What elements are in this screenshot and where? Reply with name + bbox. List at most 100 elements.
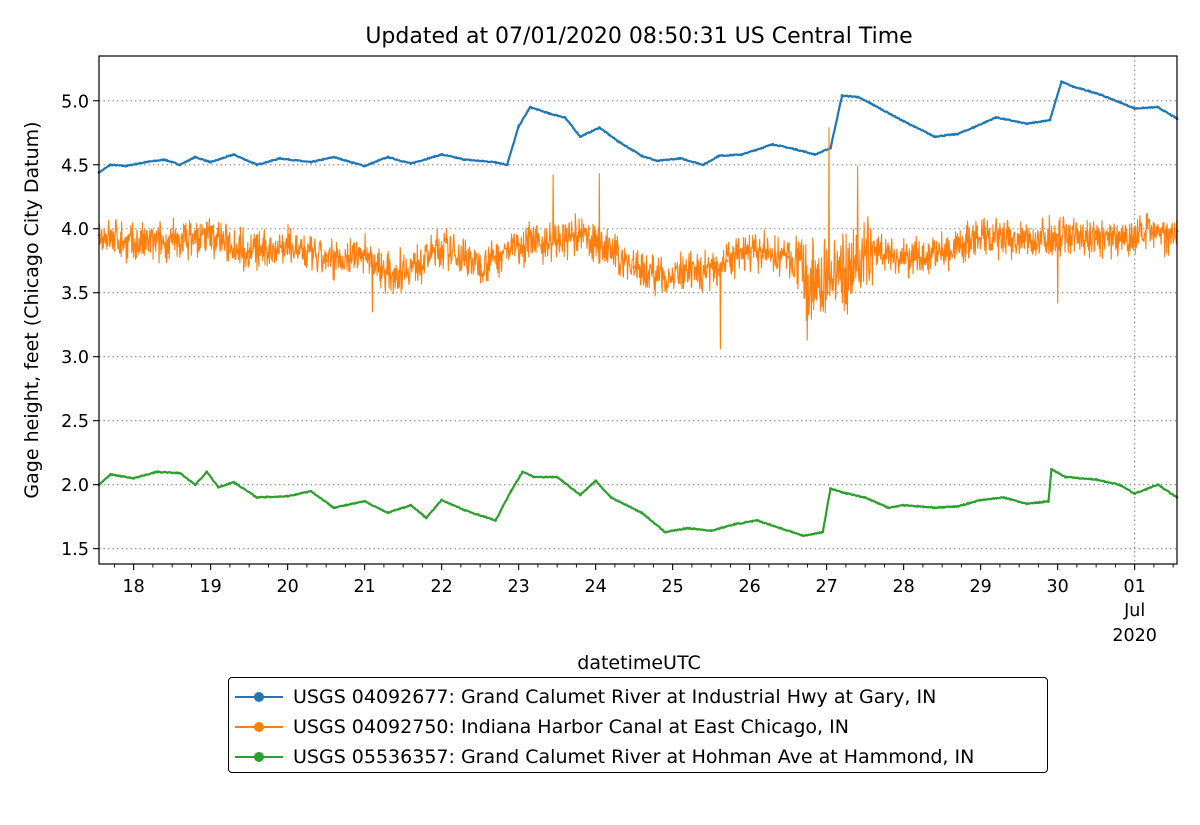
data-point	[1117, 100, 1121, 104]
data-point	[863, 496, 867, 499]
data-point	[971, 126, 975, 130]
data-point	[886, 506, 890, 510]
x-tick-sublabel-year: 2020	[1112, 626, 1157, 646]
data-point	[521, 470, 524, 474]
data-point	[363, 252, 366, 256]
legend: USGS 04092677: Grand Calumet River at In…	[228, 677, 1048, 773]
legend-label: USGS 04092750: Indiana Harbor Canal at E…	[293, 716, 849, 738]
data-point	[1094, 237, 1098, 241]
data-point	[1017, 240, 1021, 243]
y-axis-label: Gage height, feet (Chicago City Datum)	[21, 121, 43, 498]
data-point	[232, 480, 236, 484]
data-point	[247, 250, 251, 254]
data-point	[940, 250, 944, 254]
data-point	[578, 493, 582, 497]
data-point	[528, 105, 532, 109]
data-point	[555, 240, 559, 243]
data-point	[829, 487, 832, 490]
x-tick-label: 24	[585, 577, 607, 597]
data-point	[748, 250, 751, 254]
data-point	[933, 135, 936, 139]
data-point	[309, 160, 313, 164]
data-point	[1094, 478, 1098, 481]
data-point	[702, 163, 705, 167]
data-point	[829, 146, 832, 150]
x-tick-label: 28	[893, 577, 915, 597]
data-point	[332, 155, 336, 159]
data-point	[178, 471, 182, 475]
data-point	[840, 490, 844, 494]
y-tick-label: 1.5	[61, 540, 89, 560]
data-point	[779, 526, 782, 530]
data-point	[1133, 107, 1136, 110]
data-point	[1133, 492, 1136, 495]
data-point	[132, 476, 136, 480]
data-point	[363, 164, 366, 168]
data-point	[463, 508, 467, 512]
data-point	[709, 529, 713, 533]
data-point	[424, 516, 428, 520]
data-point	[124, 164, 128, 168]
data-point	[732, 522, 736, 526]
data-point	[232, 153, 236, 156]
legend-label: USGS 05536357: Grand Calumet River at Ho…	[293, 746, 975, 768]
data-point	[979, 237, 982, 241]
data-point	[440, 153, 443, 156]
x-tick-label: 18	[123, 577, 145, 597]
x-tick-label: 01	[1124, 577, 1146, 597]
data-point	[517, 242, 520, 246]
data-point	[509, 489, 513, 493]
data-point	[956, 132, 959, 136]
data-point	[902, 119, 905, 123]
series-1	[97, 80, 1179, 174]
y-tick-label: 5.0	[61, 92, 89, 112]
data-point	[170, 240, 174, 243]
data-point	[771, 142, 775, 146]
chart-title: Updated at 07/01/2020 08:50:31 US Centra…	[365, 24, 912, 49]
data-point	[155, 470, 159, 474]
data-point	[756, 519, 759, 522]
legend-item: USGS 04092677: Grand Calumet River at In…	[235, 682, 1047, 712]
data-point	[109, 473, 112, 476]
data-point	[386, 272, 390, 275]
data-point	[632, 265, 636, 269]
series-layer	[97, 80, 1179, 538]
data-point	[278, 157, 282, 160]
data-point	[994, 116, 998, 119]
data-point	[286, 494, 289, 498]
data-point	[386, 155, 390, 159]
data-point	[848, 265, 852, 269]
data-point	[802, 534, 805, 538]
data-point	[532, 475, 536, 479]
x-tick-label: 19	[200, 577, 222, 597]
data-point	[813, 153, 817, 156]
data-point	[309, 489, 313, 493]
x-tick-label: 21	[354, 577, 376, 597]
data-point	[821, 530, 825, 534]
data-point	[663, 530, 667, 534]
data-point	[856, 95, 859, 99]
data-point	[809, 284, 813, 288]
x-axis: 18 19 20 21 22 23 24 25 26 27 28 29 30 01 Jul 2020	[113, 564, 1174, 646]
data-point	[494, 519, 497, 522]
y-tick-label: 4.5	[61, 156, 89, 176]
data-point	[578, 233, 582, 237]
data-point	[548, 112, 551, 115]
data-point	[1156, 105, 1160, 109]
data-point	[409, 503, 413, 507]
y-tick-label: 3.0	[61, 348, 89, 368]
data-point	[840, 94, 844, 98]
data-point	[1047, 499, 1050, 503]
data-point	[440, 498, 443, 502]
data-point	[163, 158, 166, 162]
legend-item: USGS 04092750: Indiana Harbor Canal at E…	[235, 712, 1047, 742]
data-point	[933, 506, 936, 510]
data-point	[598, 126, 601, 130]
data-point	[255, 163, 259, 167]
data-point	[617, 140, 621, 144]
legend-label: USGS 04092677: Grand Calumet River at In…	[293, 686, 937, 708]
x-tick-label: 22	[431, 577, 453, 597]
y-axis: 1.5 2.0 2.5 3.0 3.5 4.0 4.5 5.0	[61, 92, 99, 560]
data-point	[505, 163, 509, 167]
data-point	[686, 526, 690, 530]
